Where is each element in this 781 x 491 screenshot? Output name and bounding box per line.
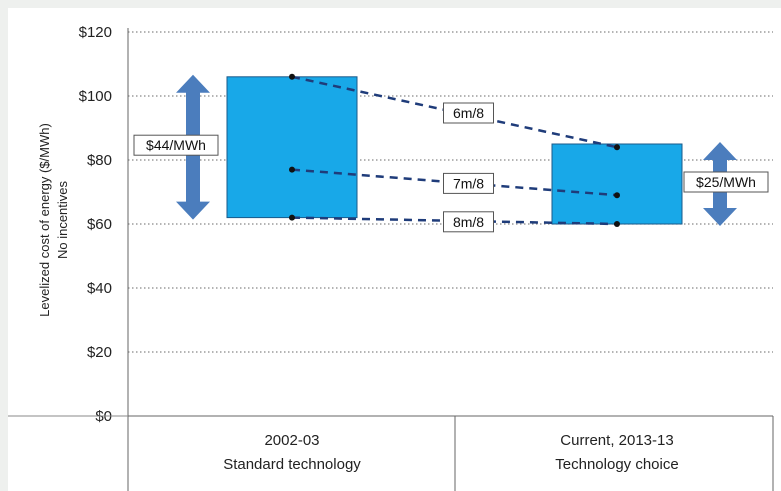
y-tick-label: $60 xyxy=(87,216,112,233)
range-bar xyxy=(226,76,358,219)
y-tick-label: $120 xyxy=(79,24,112,41)
range-label-box xyxy=(133,134,219,156)
category-labels: 2002-03 Standard technology Current, 2013-… xyxy=(223,432,679,473)
y-tick-label: $80 xyxy=(87,152,112,169)
series-point xyxy=(289,73,295,80)
series-line xyxy=(291,168,618,197)
axes xyxy=(8,28,774,491)
series-point xyxy=(289,166,295,173)
y-axis-sublabel: No incentives xyxy=(55,180,70,259)
category-sublabel: Technology choice xyxy=(555,456,678,473)
series-point xyxy=(614,221,620,227)
series-line xyxy=(291,216,618,226)
series-lines xyxy=(289,73,620,227)
range-bar xyxy=(551,143,683,225)
y-axis-label: Levelized cost of energy ($/MWh) xyxy=(37,123,52,317)
series-label: 7m/8 xyxy=(453,175,484,191)
plot-background xyxy=(8,8,781,491)
category-sublabel: Standard technology xyxy=(223,456,361,473)
series-label-box xyxy=(443,102,494,124)
series-point xyxy=(614,144,620,151)
range-label: $25/MWh xyxy=(696,174,756,190)
series-label: 8m/8 xyxy=(453,214,484,230)
series-label: 6m/8 xyxy=(453,105,484,121)
y-axis-ticks: $0$20$40$60$80$100$120 xyxy=(79,24,112,425)
y-tick-label: $20 xyxy=(87,344,112,361)
annotation-labels: 6m/8 7m/8 8m/8 $44/MWh $25/MWh xyxy=(133,102,769,233)
y-tick-label: $100 xyxy=(79,88,112,105)
series-point xyxy=(289,214,295,221)
series-label-box xyxy=(443,172,494,194)
series-label-box xyxy=(443,211,494,233)
range-label-box xyxy=(683,171,769,193)
series-point xyxy=(614,192,620,199)
range-label: $44/MWh xyxy=(146,137,206,153)
category-label: 2002-03 xyxy=(264,432,319,449)
y-tick-label: $40 xyxy=(87,280,112,297)
category-label: Current, 2013-13 xyxy=(560,432,673,449)
